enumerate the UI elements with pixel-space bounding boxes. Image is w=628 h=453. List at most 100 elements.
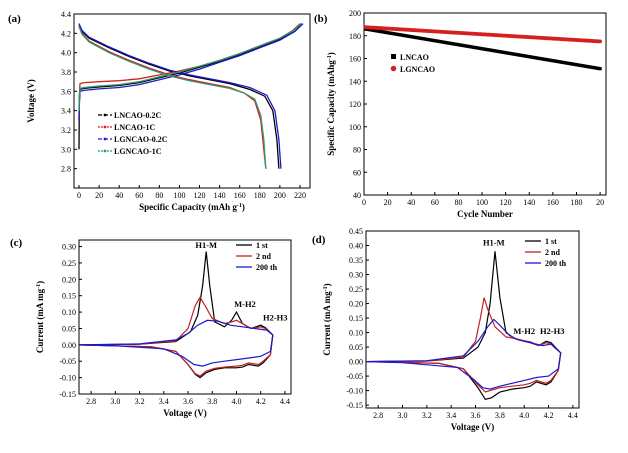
x-tick-label: 4.2 [256,397,266,406]
y-tick-label: 0.10 [349,329,363,338]
x-axis-label-end: ) [242,202,245,212]
legend-marker [103,149,107,153]
y-tick-label: 3.6 [61,87,71,96]
panel-a: 0 20 40 60 80 100 120 140 160 180 200 220 2.8 3.0 3.2 3… [8,10,311,212]
legend: 1 st 2 nd 200 th [236,241,278,272]
x-tick-label: 3.6 [183,397,193,406]
x-tick-label: 140 [523,198,535,207]
x-tick-label: 160 [547,198,559,207]
x-tick-label: 2.8 [86,397,96,406]
y-axis-label: Voltage (V) [26,79,36,122]
legend-label: LGNCAO-1C [114,147,162,156]
legend-label: LNCAO-0.2C [114,111,162,120]
x-axis-label-text: Voltage (V) [163,408,206,418]
y-tick-label: 3.8 [61,68,71,77]
y-tick-label: -0.05 [59,357,76,366]
series-LGNCAO-1C-charge [78,23,302,111]
x-tick-label: 60 [135,191,143,200]
peak-annotation: H1-M [195,240,217,250]
y-axis-label-text: Specific Capacity (mAhg [326,60,336,156]
legend-label: 2 nd [545,248,560,257]
y-tick-label: 40 [353,191,361,200]
y-tick-label: 140 [349,77,361,86]
x-tick-label: 20 [596,198,604,207]
y-tick-label: -0.10 [346,387,363,396]
x-tick-label: 100 [476,198,488,207]
x-tick-label: 220 [294,191,306,200]
y-tick-label: 0.20 [62,275,76,284]
series-LNCAO-0.2C-discharge [78,23,280,169]
y-axis-label: Current (mA mg-1) [322,283,332,355]
y-tick-label: 180 [349,32,361,41]
series-LGNCAO-0.2C-charge [78,23,304,121]
y-axis-label-sup: -1 [327,55,333,60]
series-LGNCAO [363,25,602,44]
legend-label: 1 st [256,241,268,250]
x-tick-label: 3.8 [495,411,505,420]
y-tick-label: 160 [349,55,361,64]
x-tick-label: 60 [431,198,439,207]
peak-annotation: H2-H3 [540,326,565,336]
x-tick-label: 180 [570,198,582,207]
y-tick-label: 2.8 [61,165,71,174]
y-tick-label: 0.25 [349,285,363,294]
series-LGNCAO-0.2C-discharge [78,23,282,169]
x-tick-label: 20 [384,198,392,207]
legend-label: 1 st [545,237,557,246]
y-axis-label-text: Current (mA mg [322,291,332,356]
x-tick-label: 4.0 [231,397,241,406]
x-axis-label-text: Voltage (V) [451,422,494,432]
x-tick-label: 200 [274,191,286,200]
series-LNCAO-1C-discharge [78,25,267,169]
x-tick-label: 160 [234,191,246,200]
legend-label: LNCAO-1C [114,123,156,132]
legend-marker [103,137,107,141]
x-tick-label: 3.0 [398,411,408,420]
x-axis-label: Voltage (V) [451,422,494,432]
x-tick-label: 0 [77,191,81,200]
y-axis-label-sup: -1 [323,286,329,291]
y-tick-label: 3.2 [61,126,71,135]
legend-label: LGNCAO [400,65,435,74]
x-tick-label: 40 [407,198,415,207]
y-tick-label: -0.15 [59,390,76,399]
y-tick-label: 3.0 [61,145,71,154]
y-tick-label: 4.4 [61,10,71,19]
y-axis-label-text: Voltage (V) [26,79,36,122]
x-tick-label: 120 [500,198,512,207]
x-tick-label: 180 [254,191,266,200]
panel-d: 2.8 3.0 3.2 3.4 3.6 3.8 4.0 4.2 4.4 -0.15 -0.10 -0.… [312,227,580,432]
y-tick-label: 120 [349,100,361,109]
peak-annotation: H1-M [483,238,505,248]
legend-label: LGNCAO-0.2C [114,135,168,144]
x-tick-label: 120 [194,191,206,200]
y-tick-label: 0.45 [349,227,363,236]
y-axis-label: Current (mA mg-1) [35,281,45,353]
panel-label: (d) [312,234,326,246]
series-LNCAO [363,27,602,71]
panel-label: (c) [10,237,23,249]
y-tick-label: 100 [349,123,361,132]
x-tick-label: 4.2 [544,411,554,420]
y-axis-label-end: ) [322,283,332,286]
y-tick-label: -0.10 [59,374,76,383]
y-tick-label: -0.15 [346,401,363,410]
x-tick-label: 3.6 [471,411,481,420]
x-axis-label: Voltage (V) [163,408,206,418]
x-tick-label: 4.4 [568,411,578,420]
y-tick-label: 0.35 [349,256,363,265]
x-tick-label: 140 [214,191,226,200]
x-tick-label: 80 [454,198,462,207]
x-tick-label: 20 [95,191,103,200]
x-tick-label: 3.4 [159,397,169,406]
panel-label: (b) [314,13,328,25]
series-200th [365,318,562,390]
x-tick-label: 4.4 [280,397,290,406]
y-tick-label: 0.00 [349,358,363,367]
legend-marker [391,54,396,59]
legend-label: 200 th [545,259,567,268]
x-axis-label-text: Specific Capacity (mAh g [139,202,237,212]
y-tick-label: 0.10 [62,308,76,317]
legend: LNCAO LGNCAO [390,53,435,74]
series-LGNCAO-1C-discharge [78,26,267,169]
